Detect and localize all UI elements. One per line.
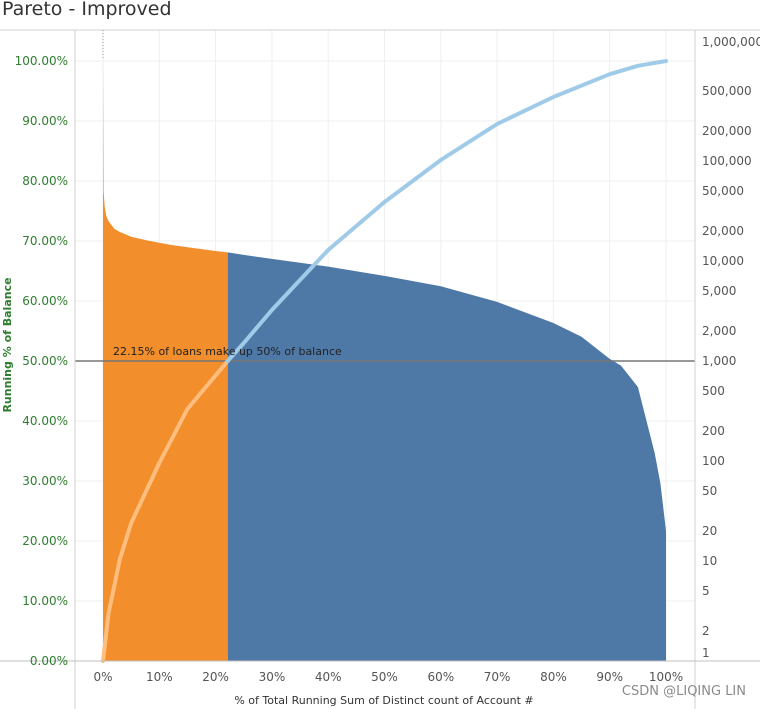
area-segment-remaining-accounts xyxy=(227,252,666,661)
x-tick-label: 90% xyxy=(596,670,623,684)
y2-tick-label: 5,000 xyxy=(702,284,736,298)
y2-tick-label: 1 xyxy=(702,646,710,660)
y2-axis-ticks: 1,000,000 500,000 200,000 100,000 50,000 20,0… xyxy=(702,35,760,660)
y2-tick-label: 20 xyxy=(702,524,717,538)
y-tick-label: 50.00% xyxy=(22,354,68,368)
x-axis-ticks: 0% 10% 20% 30% 40% 50% 60% 70% 80% 90% 100% xyxy=(93,670,683,684)
y-tick-label: 0.00% xyxy=(30,654,68,668)
x-tick-label: 20% xyxy=(202,670,229,684)
y-tick-label: 10.00% xyxy=(22,594,68,608)
y-tick-label: 60.00% xyxy=(22,294,68,308)
cumulative-line-top-segment xyxy=(101,359,230,663)
x-tick-label: 40% xyxy=(315,670,342,684)
y2-tick-label: 2 xyxy=(702,624,710,638)
y2-tick-label: 10 xyxy=(702,554,717,568)
cumulative-line xyxy=(225,59,668,363)
y-axis-ticks: 100.00% 90.00% 80.00% 70.00% 60.00% 50.00% 40.… xyxy=(15,54,68,668)
x-tick-label: 0% xyxy=(93,670,112,684)
chart-marks xyxy=(75,59,695,663)
x-tick-label: 70% xyxy=(484,670,511,684)
y-tick-label: 30.00% xyxy=(22,474,68,488)
y-tick-label: 90.00% xyxy=(22,114,68,128)
y2-tick-label: 500,000 xyxy=(702,84,752,98)
y2-tick-label: 100,000 xyxy=(702,154,752,168)
x-tick-label: 30% xyxy=(259,670,286,684)
y2-tick-label: 20,000 xyxy=(702,224,744,238)
y2-tick-label: 200 xyxy=(702,424,725,438)
x-axis-title: % of Total Running Sum of Distinct count… xyxy=(234,694,533,707)
y-tick-label: 80.00% xyxy=(22,174,68,188)
y2-tick-label: 5 xyxy=(702,584,710,598)
y-axis-title: Running % of Balance xyxy=(1,277,14,412)
chart-title: Pareto - Improved xyxy=(2,0,172,20)
y-tick-label: 100.00% xyxy=(15,54,68,68)
y2-tick-label: 10,000 xyxy=(702,254,744,268)
y2-tick-label: 1,000 xyxy=(702,354,736,368)
y2-tick-label: 100 xyxy=(702,454,725,468)
y2-tick-label: 50,000 xyxy=(702,184,744,198)
x-tick-label: 100% xyxy=(649,670,683,684)
y-tick-label: 20.00% xyxy=(22,534,68,548)
y2-tick-label: 200,000 xyxy=(702,124,752,138)
chart-frame xyxy=(0,29,760,709)
x-tick-label: 10% xyxy=(146,670,173,684)
x-tick-label: 60% xyxy=(427,670,454,684)
x-tick-label: 50% xyxy=(371,670,398,684)
y-tick-label: 40.00% xyxy=(22,414,68,428)
reference-line-label: 22.15% of loans make up 50% of balance xyxy=(113,345,342,358)
y2-tick-label: 50 xyxy=(702,484,717,498)
y2-tick-label: 2,000 xyxy=(702,324,736,338)
y-tick-label: 70.00% xyxy=(22,234,68,248)
x-tick-label: 80% xyxy=(540,670,567,684)
y2-tick-label: 500 xyxy=(702,384,725,398)
watermark: CSDN @LIQING LIN xyxy=(622,684,746,699)
y2-tick-label: 1,000,000 xyxy=(702,35,760,49)
